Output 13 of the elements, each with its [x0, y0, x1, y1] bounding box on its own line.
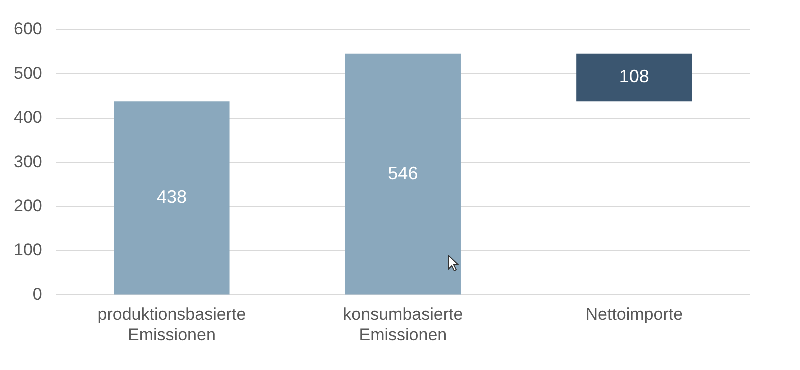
y-tick-label: 500: [14, 64, 42, 83]
data-label: 108: [619, 66, 650, 87]
y-tick-label: 400: [14, 108, 42, 128]
x-tick-label: konsumbasierte Emissionen: [343, 305, 464, 344]
x-tick-label: produktionsbasierte Emissionen: [98, 305, 246, 344]
x-tick-label: Nettoimporte: [586, 305, 684, 324]
y-tick-label: 300: [14, 152, 42, 172]
data-label: 546: [388, 163, 418, 184]
y-tick-label: 600: [14, 20, 42, 39]
y-tick-label: 100: [14, 240, 42, 260]
data-label: 438: [156, 187, 187, 208]
y-tick-label: 0: [32, 284, 42, 304]
y-tick-label: 200: [14, 196, 42, 216]
